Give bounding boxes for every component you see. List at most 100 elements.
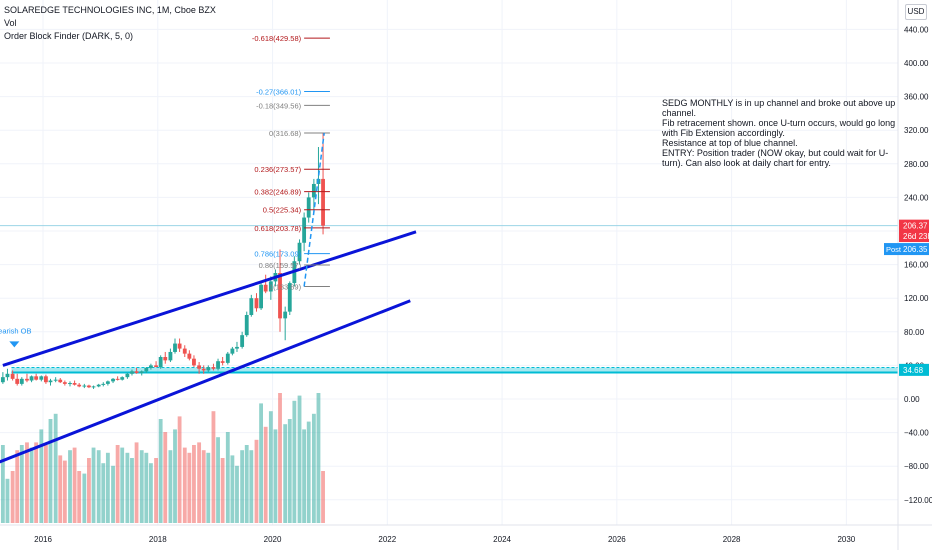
fib-retracement[interactable]: -0.618(429.58) -0.27(366.01) -0.18(349.56)… xyxy=(252,34,330,292)
y-tick-label: −80.00 xyxy=(904,462,929,471)
candle-body xyxy=(297,242,302,262)
post-price-tag-bg xyxy=(899,243,929,256)
y-tick-label: 80.00 xyxy=(904,328,925,337)
volume-bar xyxy=(278,393,282,523)
candle-body xyxy=(177,343,182,349)
volume-bar xyxy=(25,442,29,523)
volume-bar xyxy=(254,439,259,523)
y-tick-label: −120.00 xyxy=(904,496,932,505)
y-tick-label: 0.00 xyxy=(904,395,920,404)
candle-body xyxy=(25,378,29,381)
candle-body xyxy=(163,357,168,361)
volume-bar xyxy=(259,403,263,523)
fib-level-label: 0.786(173.09) xyxy=(254,250,301,259)
candle-body xyxy=(154,365,158,368)
fib-level-label: 1(133.89) xyxy=(269,283,302,292)
volume-bar xyxy=(182,447,187,523)
candle-body xyxy=(43,376,48,383)
post-prefix-bg xyxy=(884,243,899,256)
candle-body xyxy=(244,315,249,336)
candle-body xyxy=(206,367,211,371)
legend-title[interactable]: SOLAREDGE TECHNOLOGIES INC, 1M, Cboe BZX xyxy=(4,5,216,15)
chart-note[interactable]: SEDG MONTHLY is in up channel and broke … xyxy=(662,98,896,168)
candle-body xyxy=(211,367,216,369)
candle-body xyxy=(302,217,307,243)
candle-body xyxy=(235,346,239,349)
volume-bar xyxy=(154,458,158,523)
legend-vol[interactable]: Vol xyxy=(4,18,17,28)
volume-bar xyxy=(321,471,325,523)
volume-bar xyxy=(206,452,211,523)
x-tick-label: 2020 xyxy=(264,535,282,544)
candle-body xyxy=(249,298,254,315)
volume-bar xyxy=(273,429,278,523)
legend-indicator[interactable]: Order Block Finder (DARK, 5, 0) xyxy=(4,31,134,41)
candle-body xyxy=(254,298,259,309)
volume-bar xyxy=(139,450,144,523)
candle-body xyxy=(311,183,316,198)
volume-bar xyxy=(168,450,173,523)
fib-level-label: 0.5(225.34) xyxy=(263,206,302,215)
candle-body xyxy=(68,383,72,385)
channel-lower-line xyxy=(0,299,411,464)
volume-bar xyxy=(163,432,168,523)
volume-bar xyxy=(173,429,177,523)
x-tick-label: 2016 xyxy=(34,535,52,544)
candle-body xyxy=(19,378,24,384)
candle-body xyxy=(82,385,87,387)
y-tick-label: 160.00 xyxy=(904,261,929,270)
volume-bar xyxy=(68,450,72,523)
time-axis[interactable]: 2016 2018 2020 2022 2024 2026 2028 2030 xyxy=(0,524,932,544)
volume-bar xyxy=(10,471,15,523)
volume-bar xyxy=(48,419,53,523)
post-prefix-label: Post xyxy=(886,245,902,254)
volume-bar xyxy=(287,419,292,523)
y-tick-label: 240.00 xyxy=(904,193,929,202)
volume-bar xyxy=(316,393,321,523)
volume-bar xyxy=(134,442,139,523)
candle-body xyxy=(87,385,91,388)
volume-bar xyxy=(125,452,130,523)
candle-body xyxy=(134,371,139,373)
candle-body xyxy=(240,335,245,347)
candle-body xyxy=(197,365,202,369)
candle-body xyxy=(283,311,288,319)
channel-lines[interactable] xyxy=(0,230,417,464)
y-tick-label: 440.00 xyxy=(904,25,929,34)
candle-body xyxy=(192,358,196,366)
order-block-price-tag-bg xyxy=(899,363,929,376)
fib-level-label: 0(316.68) xyxy=(269,129,302,138)
volume-bar xyxy=(201,450,206,523)
volume-bar xyxy=(15,450,20,523)
volume-bar xyxy=(297,395,302,523)
post-price-tag: 206.35 xyxy=(903,245,928,254)
candle-body xyxy=(173,343,177,352)
volume-bar xyxy=(211,411,216,523)
candle-body xyxy=(72,383,77,385)
candle-body xyxy=(225,353,230,363)
candle-body xyxy=(139,371,144,373)
volume-bar xyxy=(43,445,48,523)
fib-level-label: -0.618(429.58) xyxy=(252,34,302,43)
candle-body xyxy=(15,378,20,384)
price-axis[interactable]: 440.00400.00360.00320.00280.00240.00200.… xyxy=(897,0,932,550)
candle-body xyxy=(101,383,106,385)
y-tick-label: 120.00 xyxy=(904,294,929,303)
candle-body xyxy=(39,376,44,380)
volume-bar xyxy=(311,413,316,523)
fib-level-label: 0.236(273.57) xyxy=(254,165,301,174)
volume-bar xyxy=(235,465,239,523)
order-block-price-tag: 34.68 xyxy=(903,366,924,375)
volume-bar xyxy=(96,450,101,523)
fib-trend-line xyxy=(303,132,325,287)
currency-button[interactable]: USD xyxy=(905,4,927,20)
candle-body xyxy=(158,357,163,368)
candle-body xyxy=(111,378,115,382)
last-price-tag: 206.37 xyxy=(903,222,928,231)
bearish-ob-label: Bearish OB xyxy=(0,326,32,335)
volume-bar xyxy=(292,400,297,523)
countdown-tag: 26d 23h xyxy=(903,232,932,241)
